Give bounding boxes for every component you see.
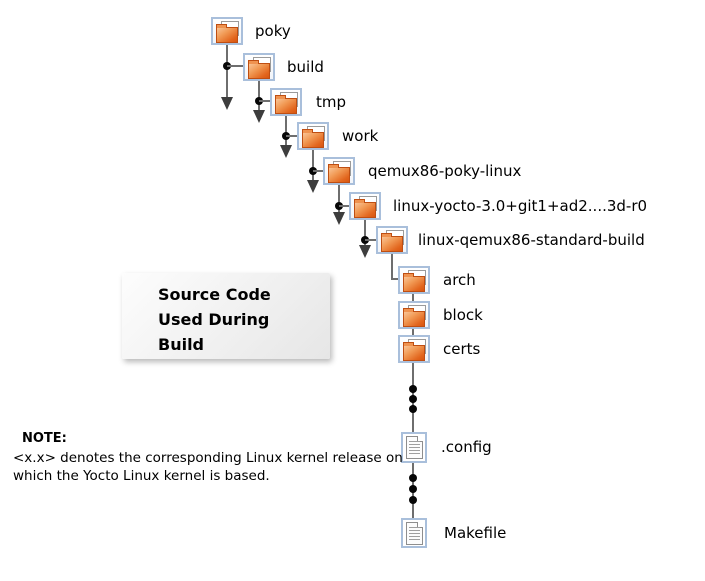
arrow-down-icon	[333, 212, 345, 225]
connector-vline	[412, 294, 414, 301]
arrow-down-icon	[280, 145, 292, 158]
ellipsis-dot	[409, 485, 417, 493]
ellipsis-dot	[409, 405, 417, 413]
ellipsis-dot	[409, 385, 417, 393]
connector-vline	[312, 150, 314, 181]
node-label-linux-yocto: linux-yocto-3.0+git1+ad2....3d-r0	[393, 197, 648, 215]
connector-vline	[258, 81, 260, 111]
node-label-standard-build: linux-qemux86-standard-build	[418, 231, 645, 249]
caption-line: Build	[158, 335, 205, 354]
folder-icon-certs	[398, 335, 430, 363]
node-label-makefile: Makefile	[444, 524, 507, 542]
connector-hline	[313, 170, 323, 172]
arrow-down-icon	[253, 110, 265, 123]
folder-icon-work	[297, 122, 329, 150]
node-label-tmp: tmp	[316, 93, 347, 111]
folder-icon-block	[398, 301, 430, 329]
node-label-poky: poky	[255, 22, 291, 40]
caption-box: Source Code Used During Build	[122, 273, 330, 359]
connector-hline	[339, 205, 349, 207]
connector-vline	[412, 329, 414, 335]
connector-hline	[365, 239, 376, 241]
connector-vline	[338, 185, 340, 213]
arrow-down-icon	[307, 180, 319, 193]
connector-vline	[364, 220, 366, 246]
node-label-arch: arch	[443, 271, 476, 289]
connector-hline	[227, 65, 243, 67]
connector-hline	[286, 135, 297, 137]
node-label-work: work	[342, 127, 379, 145]
folder-icon-standard-build	[376, 226, 408, 254]
node-label-build: build	[287, 58, 324, 76]
connector-vline	[285, 116, 287, 146]
folder-icon-tmp	[270, 88, 302, 116]
arrow-down-icon	[221, 97, 233, 110]
folder-icon-linux-yocto	[349, 192, 381, 220]
node-label-certs: certs	[443, 340, 481, 358]
connector-vline	[226, 45, 228, 99]
connector-hline	[259, 100, 270, 102]
ellipsis-dot	[409, 474, 417, 482]
file-icon-config	[401, 432, 427, 463]
connector-hline	[391, 278, 400, 280]
node-label-config: .config	[441, 438, 492, 456]
folder-icon-arch	[398, 266, 430, 294]
ellipsis-dot	[409, 496, 417, 504]
caption-line: Source Code	[158, 285, 271, 304]
node-label-qemux86: qemux86-poky-linux	[368, 162, 522, 180]
file-icon-makefile	[401, 518, 427, 548]
arrow-down-icon	[359, 245, 371, 258]
note-body-line: <x.x> denotes the corresponding Linux ke…	[13, 450, 403, 466]
node-label-block: block	[443, 306, 483, 324]
note-heading: NOTE:	[22, 431, 67, 446]
caption-line: Used During	[158, 310, 270, 329]
note-body-line: which the Yocto Linux kernel is based.	[13, 468, 270, 484]
folder-icon-qemux86-poky-linux	[323, 157, 355, 185]
connector-vline	[391, 254, 393, 280]
folder-icon-poky	[211, 17, 243, 45]
ellipsis-dot	[409, 395, 417, 403]
folder-icon-build	[243, 53, 275, 81]
